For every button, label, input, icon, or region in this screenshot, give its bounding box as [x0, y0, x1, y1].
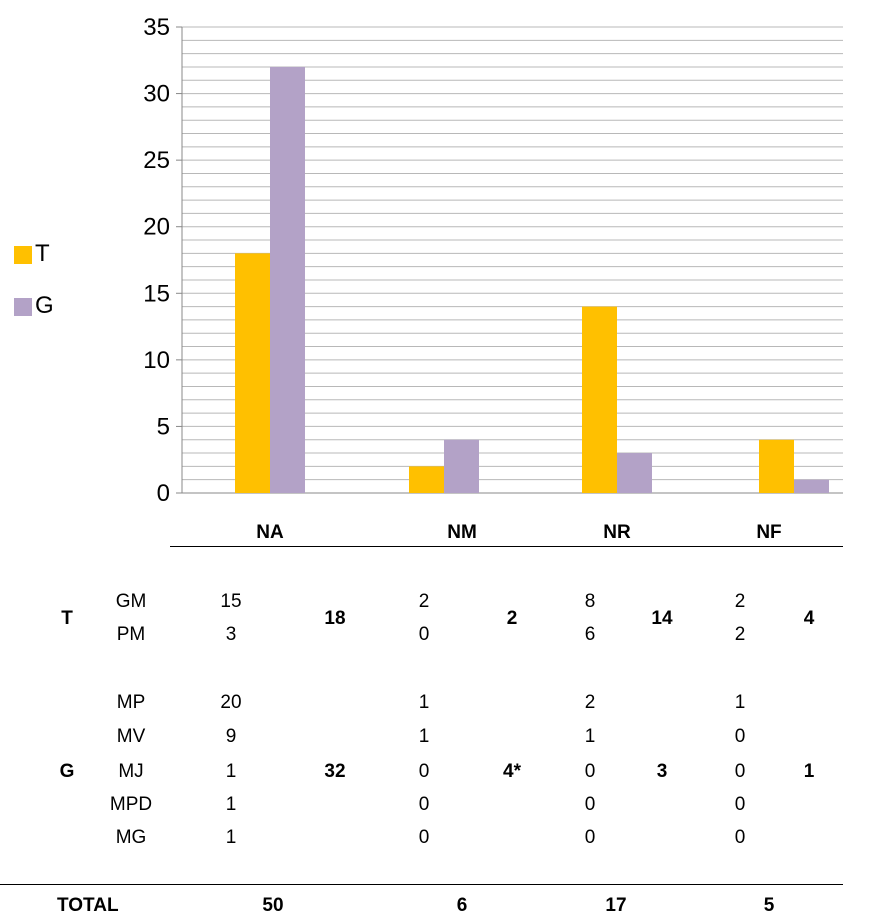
cell-gm-na: 15 [220, 591, 242, 612]
cell-mpd-nf: 0 [734, 794, 746, 815]
group-label-g: G [59, 761, 75, 782]
row-label-gm: GM [115, 591, 147, 612]
cell-mpd-nm: 0 [418, 794, 430, 815]
cell-mg-nf: 0 [734, 827, 746, 848]
cell-mj-nf: 0 [734, 761, 746, 782]
y-tick-label: 35 [143, 14, 170, 41]
cell-mpd-nr: 0 [584, 794, 596, 815]
row-label-pm: PM [116, 624, 146, 645]
legend-swatch-g [14, 298, 32, 316]
y-tick-label: 5 [157, 413, 170, 440]
row-label-mp: MP [116, 692, 146, 713]
cell-mj-nr: 0 [584, 761, 596, 782]
cell-mg-na: 1 [225, 827, 237, 848]
y-tick-label: 15 [143, 280, 170, 307]
category-label-na: NA [256, 522, 284, 543]
cell-mg-nm: 0 [418, 827, 430, 848]
cell-mv-nf: 0 [734, 726, 746, 747]
cell-pm-nf: 2 [734, 624, 746, 645]
bar-g-nr [617, 453, 652, 493]
bar-t-na [235, 253, 270, 493]
bar-g-nf [794, 479, 829, 493]
cell-mj-nm: 0 [418, 761, 430, 782]
total-na: 50 [262, 895, 284, 916]
bar-t-nm [409, 466, 444, 493]
y-tick-label: 25 [143, 147, 170, 174]
cell-mv-na: 9 [225, 726, 237, 747]
table-top-rule [170, 546, 843, 547]
y-tick-label: 0 [157, 480, 170, 507]
cell-gm-nf: 2 [734, 591, 746, 612]
bar-g-nm [444, 439, 479, 493]
bar-t-nf [759, 439, 794, 493]
cell-mj-na: 1 [225, 761, 237, 782]
cell-gm-nm: 2 [418, 591, 430, 612]
subtotal-g-na: 32 [324, 761, 346, 782]
y-tick-label: 30 [143, 81, 170, 108]
legend-label-g: G [35, 292, 54, 319]
category-label-nm: NM [447, 522, 477, 543]
cell-mg-nr: 0 [584, 827, 596, 848]
cell-mv-nr: 1 [584, 726, 596, 747]
bar-g-na [270, 66, 305, 493]
legend-label-t: T [35, 240, 50, 267]
row-label-mpd: MPD [109, 794, 153, 815]
subtotal-g-nr: 3 [656, 761, 668, 782]
subtotal-t-na: 18 [324, 608, 346, 629]
category-label-nf: NF [756, 522, 782, 543]
group-label-t: T [61, 608, 73, 629]
cell-mpd-na: 1 [225, 794, 237, 815]
bar-t-nr [582, 306, 617, 493]
total-nm: 6 [456, 895, 468, 916]
cell-mv-nm: 1 [418, 726, 430, 747]
subtotal-t-nm: 2 [506, 608, 518, 629]
y-tick-label: 20 [143, 214, 170, 241]
bar-chart: 0 5 10 15 20 25 30 35 [143, 14, 843, 507]
row-label-mg: MG [115, 827, 147, 848]
subtotal-g-nm: 4* [503, 761, 521, 782]
cell-mp-na: 20 [220, 692, 242, 713]
cell-pm-na: 3 [225, 624, 237, 645]
subtotal-g-nf: 1 [803, 761, 815, 782]
legend-swatch-t [14, 246, 32, 264]
cell-mp-nr: 2 [584, 692, 596, 713]
cell-mp-nm: 1 [418, 692, 430, 713]
total-label: TOTAL [57, 895, 119, 916]
row-label-mv: MV [116, 726, 146, 747]
total-nf: 5 [763, 895, 775, 916]
cell-pm-nm: 0 [418, 624, 430, 645]
subtotal-t-nf: 4 [803, 608, 815, 629]
y-tick-label: 10 [143, 347, 170, 374]
total-nr: 17 [605, 895, 627, 916]
category-label-nr: NR [603, 522, 631, 543]
subtotal-t-nr: 14 [651, 608, 673, 629]
cell-mp-nf: 1 [734, 692, 746, 713]
table-bottom-rule [0, 884, 843, 885]
cell-gm-nr: 8 [584, 591, 596, 612]
cell-pm-nr: 6 [584, 624, 596, 645]
row-label-mj: MJ [118, 761, 144, 782]
